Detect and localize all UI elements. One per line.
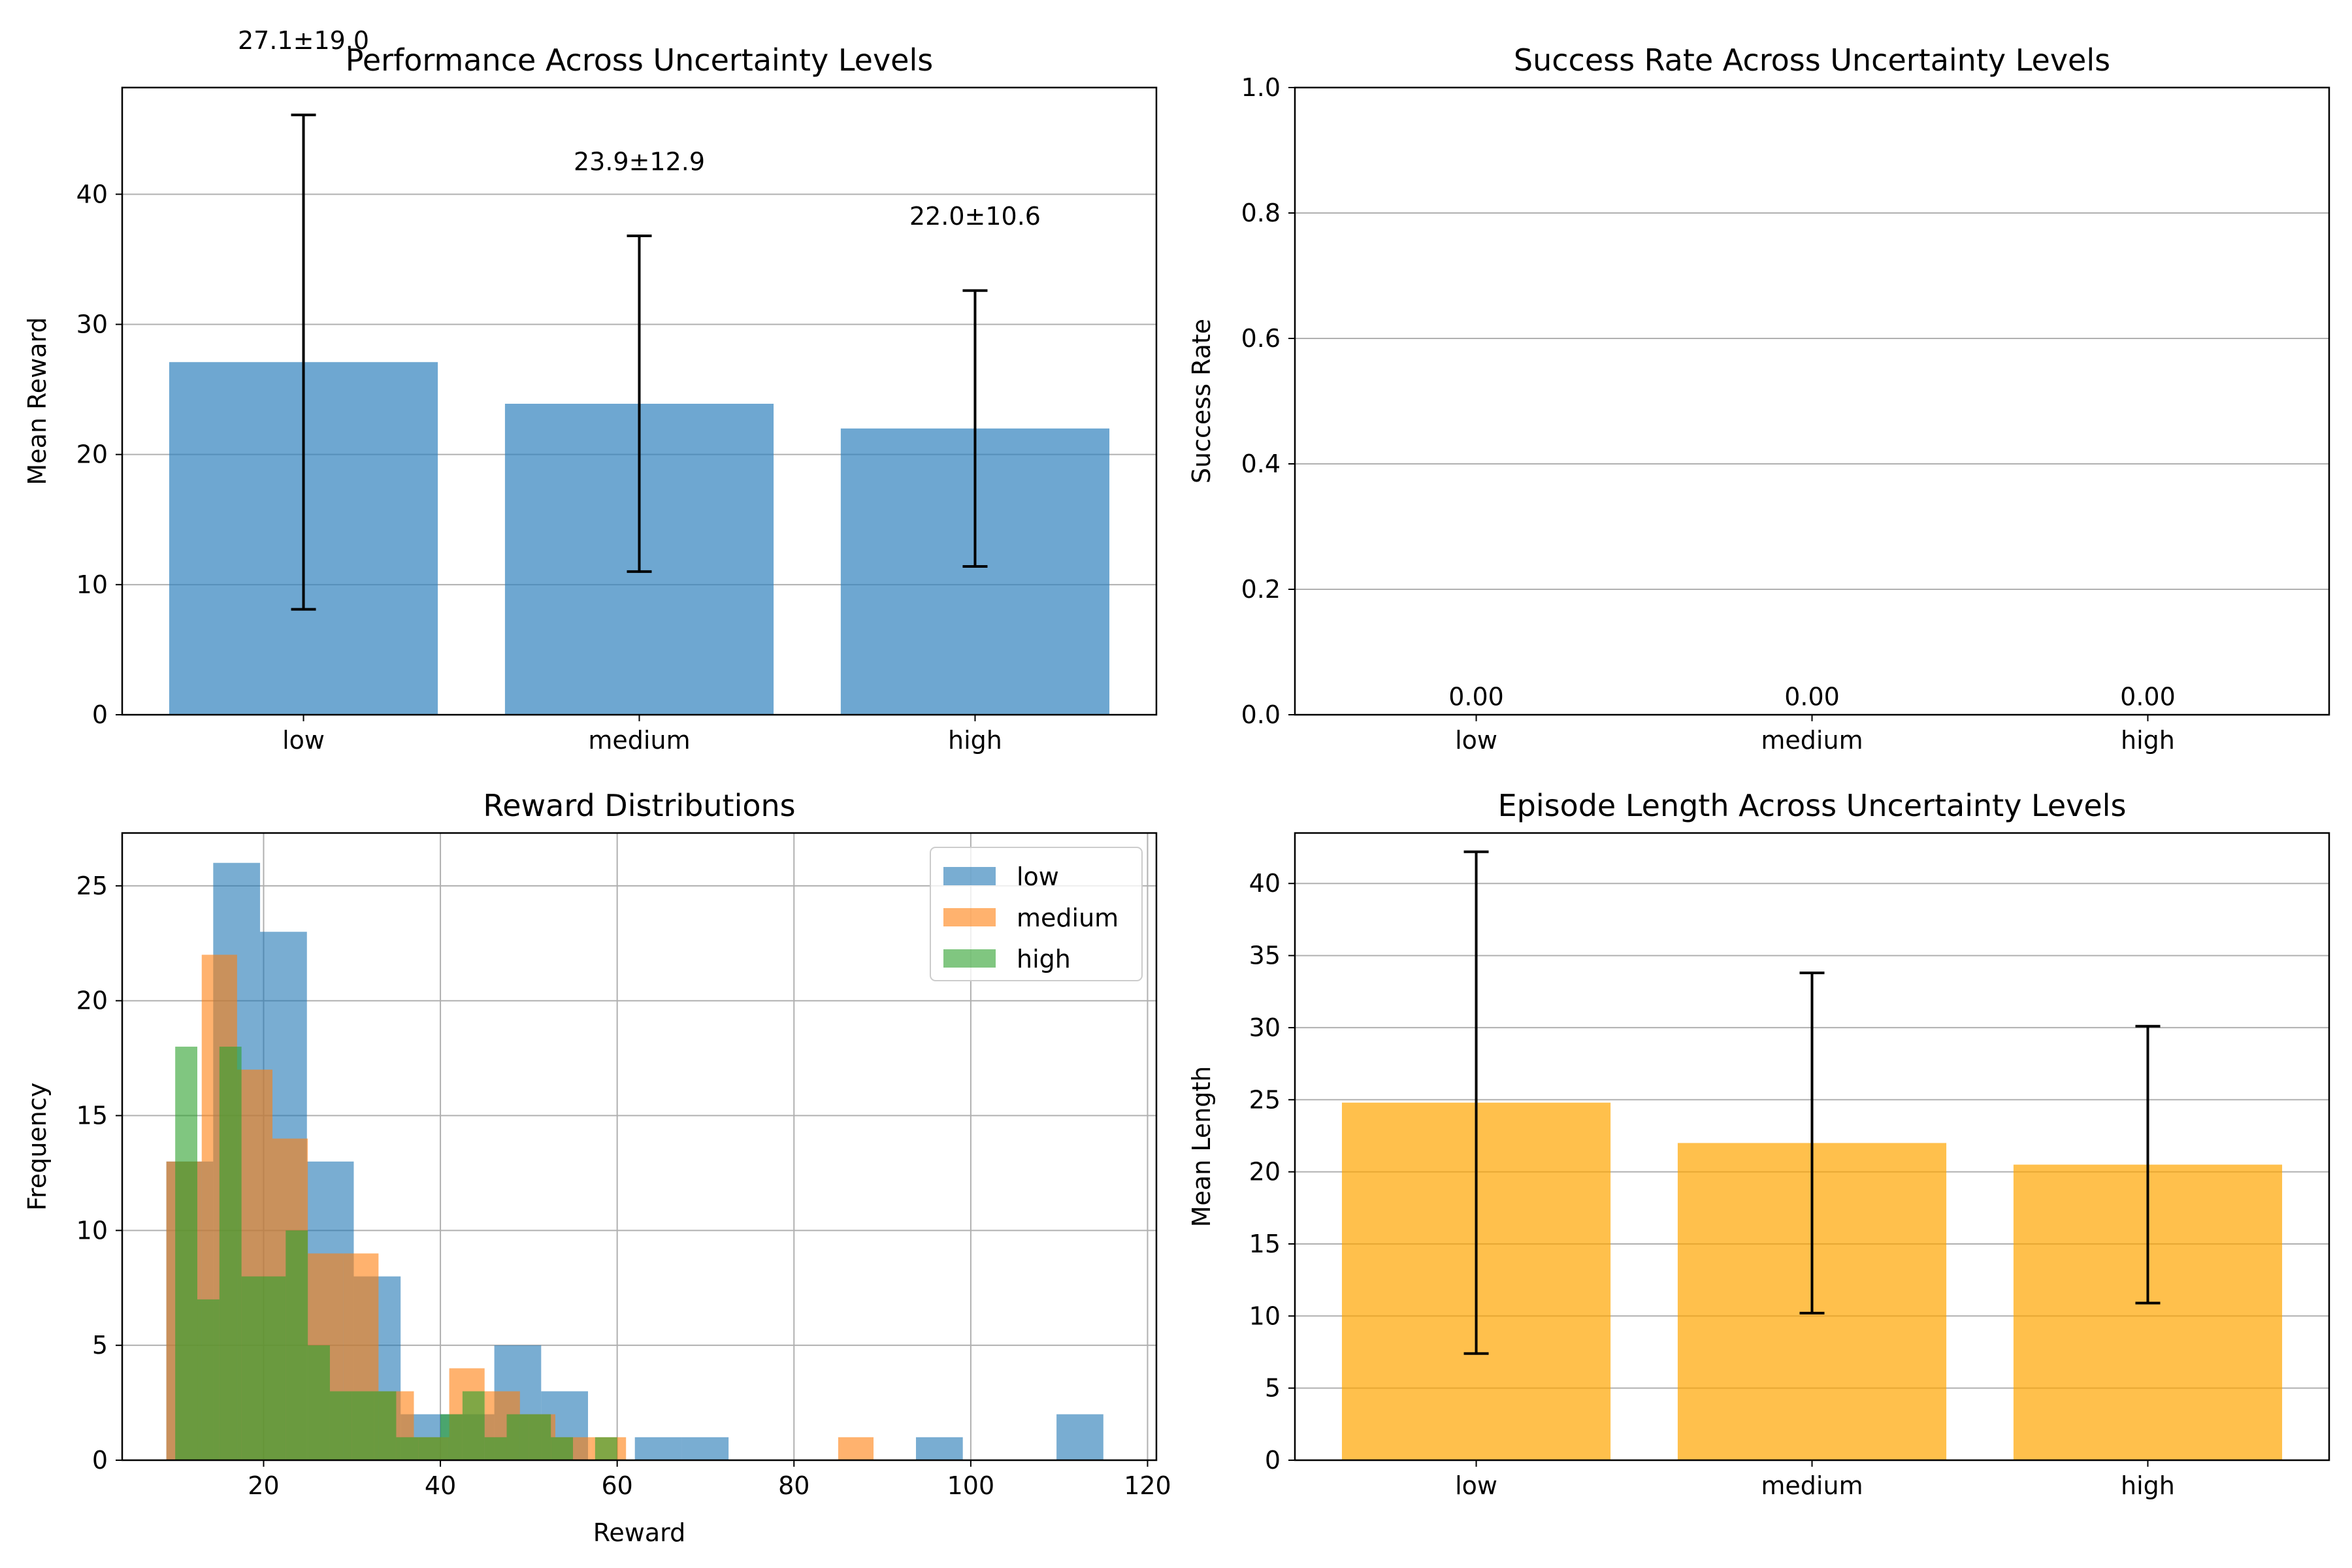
dist-xtick-label: 60	[601, 1471, 632, 1500]
length-ytick-label: 25	[1249, 1085, 1281, 1114]
dist-bin-high	[351, 1391, 374, 1460]
perf-ytick-label: 10	[76, 570, 108, 599]
legend-swatch-high	[943, 949, 996, 968]
success-ytick-label: 0.8	[1241, 199, 1281, 227]
success-ylabel: Success Rate	[1187, 319, 1216, 483]
success-ytick-label: 0.6	[1241, 324, 1281, 353]
perf-ylabel: Mean Reward	[23, 317, 52, 485]
perf-value-label: 22.0±10.6	[909, 202, 1041, 231]
length-ylabel: Mean Length	[1187, 1066, 1216, 1228]
dist-bin-high	[440, 1414, 463, 1460]
dist-bin-high	[595, 1437, 617, 1460]
perf-ytick-label: 40	[76, 180, 108, 208]
dist-axes-frame	[121, 832, 1158, 1462]
dist-xtick-label: 40	[425, 1471, 456, 1500]
legend-label-low: low	[1017, 862, 1059, 891]
dist-bin-high	[506, 1414, 529, 1460]
dist-ytick-label: 15	[76, 1102, 108, 1130]
chart-perf: 27.1±19.0 low 23.9±12.9 medium 22.0±10.6 high…	[23, 26, 1158, 755]
dist-bin-high	[308, 1345, 330, 1460]
success-ytick-label: 0.4	[1241, 449, 1281, 478]
success-value-label: 0.00	[1448, 683, 1504, 711]
length-xtick-label: high	[2121, 1471, 2175, 1500]
dist-xlabel: Reward	[593, 1518, 686, 1547]
chart-success: 0.00 low 0.00 medium 0.00 high 0.0 0.2 0.4 0.6 0.8…	[1187, 42, 2330, 755]
length-ytick-label: 40	[1249, 869, 1281, 898]
chart-length: low medium high 0 5 10 15 20 25 30 35 40 Episode Len…	[1187, 788, 2330, 1500]
length-xtick-label: medium	[1761, 1471, 1863, 1500]
dist-ytick-label: 25	[76, 872, 108, 900]
dist-bin-high	[286, 1230, 308, 1460]
dist-ytick-label: 5	[92, 1331, 108, 1360]
length-ytick-label: 5	[1265, 1374, 1281, 1403]
success-ytick-label: 0.2	[1241, 575, 1281, 604]
chart-dist: 20 40 60 80 100 120 low medium high 0 5 10 15 20 25 Rew…	[23, 788, 1171, 1547]
length-ytick-label: 35	[1249, 941, 1281, 970]
perf-ytick-label: 20	[76, 440, 108, 469]
dist-bin-high	[484, 1437, 507, 1460]
dist-bin-high	[374, 1391, 397, 1460]
length-ytick-label: 10	[1249, 1301, 1281, 1330]
dist-xtick-label: 80	[778, 1471, 809, 1500]
legend-swatch-low	[943, 867, 996, 885]
perf-xtick-label: medium	[588, 726, 690, 755]
success-xtick-label: medium	[1761, 726, 1863, 755]
dist-bin-high	[175, 1047, 198, 1460]
dist-ytick-label: 0	[92, 1446, 108, 1475]
success-ytick-label: 0.0	[1241, 700, 1281, 729]
perf-axes-frame	[121, 86, 1158, 716]
success-value-label: 0.00	[2120, 683, 2176, 711]
dist-bin-high	[263, 1276, 286, 1460]
dist-bin-high	[219, 1047, 242, 1460]
dist-bin-high	[551, 1437, 574, 1460]
dist-bin-high	[241, 1276, 264, 1460]
length-axes-frame	[1294, 832, 2330, 1462]
dist-xtick-label: 100	[947, 1471, 995, 1500]
dist-bin-high	[529, 1414, 551, 1460]
dist-xtick-label: 120	[1124, 1471, 1171, 1500]
dist-title: Reward Distributions	[483, 788, 795, 823]
dist-bin-low	[634, 1437, 682, 1460]
perf-ytick-label: 30	[76, 310, 108, 338]
dist-bin-high	[396, 1437, 419, 1460]
dist-ylabel: Frequency	[23, 1083, 52, 1211]
success-xtick-label: high	[2121, 726, 2175, 755]
length-ytick-label: 0	[1265, 1446, 1281, 1475]
dist-ytick-label: 10	[76, 1216, 108, 1245]
dist-bin-high	[418, 1437, 441, 1460]
dist-bin-low	[915, 1437, 963, 1460]
dist-bin-medium	[838, 1437, 874, 1460]
length-ytick-label: 20	[1249, 1158, 1281, 1186]
legend-swatch-medium	[943, 908, 996, 926]
perf-value-label: 23.9±12.9	[574, 147, 705, 176]
success-ytick-label: 1.0	[1241, 73, 1281, 102]
length-ytick-label: 15	[1249, 1230, 1281, 1258]
dist-ytick-label: 20	[76, 987, 108, 1015]
length-ytick-label: 30	[1249, 1013, 1281, 1042]
perf-title: Performance Across Uncertainty Levels	[346, 42, 933, 78]
success-xtick-label: low	[1455, 726, 1497, 755]
perf-value-label: 27.1±19.0	[238, 26, 369, 55]
dist-bin-high	[329, 1391, 352, 1460]
success-title: Success Rate Across Uncertainty Levels	[1514, 42, 2110, 78]
length-xtick-label: low	[1455, 1471, 1497, 1500]
success-grid	[1295, 87, 2329, 715]
perf-xtick-label: high	[948, 726, 1002, 755]
dist-series-high	[175, 1047, 617, 1460]
dist-legend: low medium high	[930, 847, 1143, 981]
perf-xtick-label: low	[282, 726, 325, 755]
dist-bin-high	[462, 1391, 485, 1460]
length-title: Episode Length Across Uncertainty Levels	[1498, 788, 2127, 823]
perf-ytick-label: 0	[92, 700, 108, 729]
dist-bin-high	[197, 1299, 220, 1460]
legend-label-high: high	[1017, 945, 1071, 973]
success-axes-frame	[1294, 86, 2330, 716]
dist-xtick-label: 20	[248, 1471, 279, 1500]
success-value-label: 0.00	[1784, 683, 1840, 711]
dist-bin-low	[1056, 1414, 1103, 1460]
dist-bin-low	[681, 1437, 729, 1460]
legend-label-medium: medium	[1017, 904, 1119, 932]
